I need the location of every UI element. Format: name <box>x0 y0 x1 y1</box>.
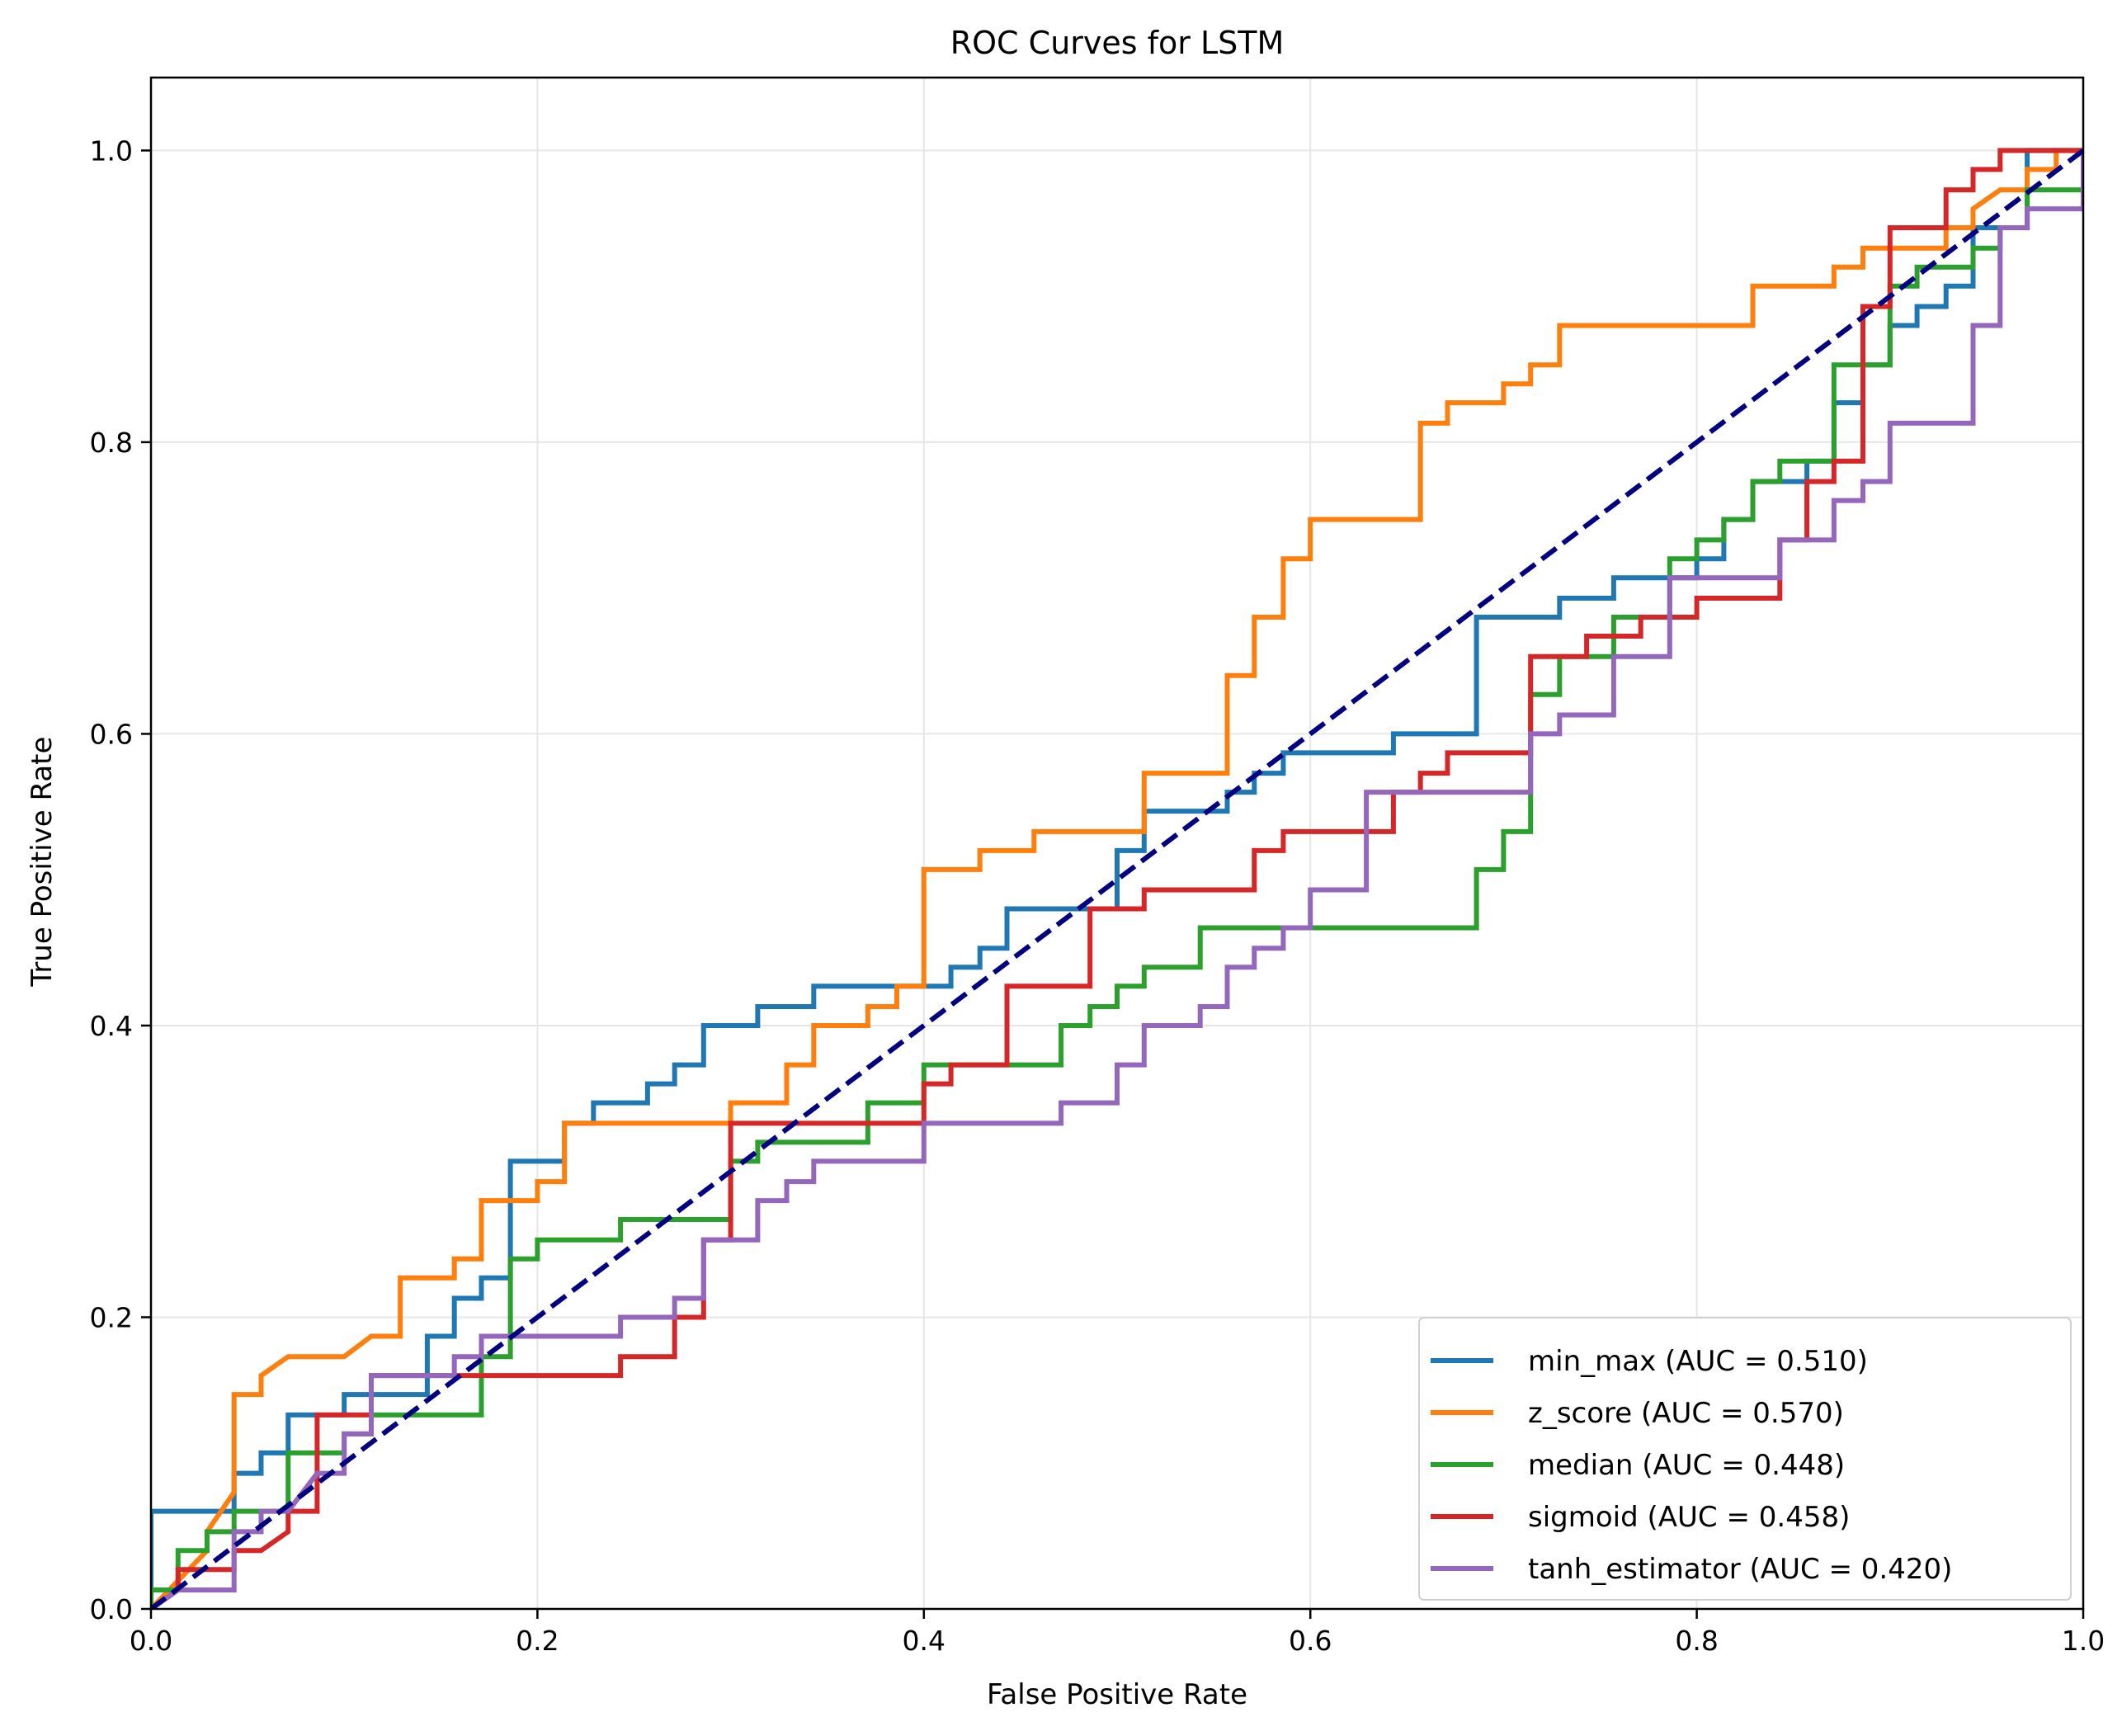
reference-diagonal-line <box>151 148 2083 1609</box>
axes-layer: 0.0 0.2 0.4 0.6 0.8 1.0 0.0 0.2 0.4 0.6 0.8 1.0 <box>90 76 2105 1657</box>
legend: min_max (AUC = 0.510) z_score (AUC = 0.57… <box>1418 1317 2072 1601</box>
plot-frame <box>149 76 2085 1611</box>
x-tick-label: 0.0 <box>130 1625 172 1657</box>
legend-label: z_score (AUC = 0.570) <box>1528 1397 1844 1430</box>
y-axis-label: True Positive Rate <box>26 737 59 988</box>
x-tick-label: 0.8 <box>1675 1625 1718 1657</box>
y-tick-label: 0.6 <box>90 718 133 750</box>
x-axis-label: False Positive Rate <box>987 1678 1247 1711</box>
x-tick-label: 0.6 <box>1289 1625 1332 1657</box>
legend-label: tanh_estimator (AUC = 0.420) <box>1528 1553 1952 1586</box>
series-line-2 <box>151 148 2083 1609</box>
y-tick-label: 0.4 <box>90 1010 133 1042</box>
x-tick-label: 0.2 <box>516 1625 559 1657</box>
legend-box <box>1418 1317 2072 1601</box>
y-tick-label: 0.0 <box>90 1593 133 1625</box>
chart-title: ROC Curves for LSTM <box>950 25 1285 61</box>
y-tick-label: 0.2 <box>90 1301 133 1333</box>
legend-label: sigmoid (AUC = 0.458) <box>1528 1501 1850 1534</box>
series-layer <box>151 148 2083 1609</box>
y-tick-label: 1.0 <box>90 134 133 167</box>
x-tick-label: 0.4 <box>903 1625 945 1657</box>
legend-label: median (AUC = 0.448) <box>1528 1449 1845 1482</box>
legend-label: min_max (AUC = 0.510) <box>1528 1345 1868 1378</box>
x-tick-label: 1.0 <box>2062 1625 2105 1657</box>
y-tick-label: 0.8 <box>90 427 133 459</box>
series-line-5 <box>151 150 2083 1609</box>
